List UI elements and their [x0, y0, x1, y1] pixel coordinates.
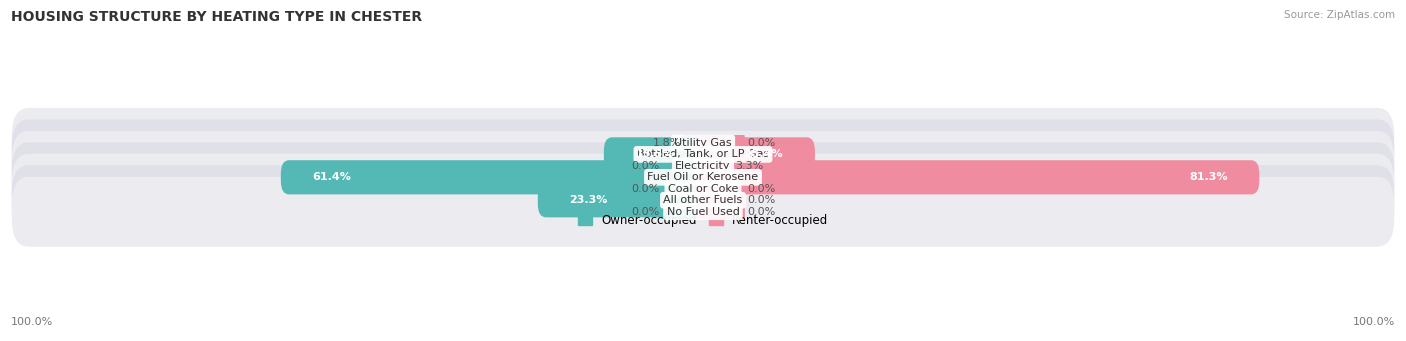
Text: 61.4%: 61.4% — [312, 172, 352, 182]
FancyBboxPatch shape — [695, 137, 815, 172]
Text: 0.0%: 0.0% — [747, 184, 775, 194]
FancyBboxPatch shape — [695, 160, 1260, 194]
FancyBboxPatch shape — [661, 195, 711, 229]
Text: 0.0%: 0.0% — [631, 207, 659, 217]
Text: Source: ZipAtlas.com: Source: ZipAtlas.com — [1284, 10, 1395, 20]
FancyBboxPatch shape — [695, 172, 745, 206]
Text: 0.0%: 0.0% — [747, 207, 775, 217]
FancyBboxPatch shape — [695, 195, 745, 229]
FancyBboxPatch shape — [11, 119, 1395, 189]
Legend: Owner-occupied, Renter-occupied: Owner-occupied, Renter-occupied — [572, 209, 834, 232]
FancyBboxPatch shape — [695, 183, 745, 217]
Text: No Fuel Used: No Fuel Used — [666, 207, 740, 217]
Text: 81.3%: 81.3% — [1189, 172, 1227, 182]
Text: 1.8%: 1.8% — [652, 138, 681, 148]
FancyBboxPatch shape — [661, 149, 711, 183]
FancyBboxPatch shape — [11, 165, 1395, 235]
FancyBboxPatch shape — [695, 149, 734, 183]
FancyBboxPatch shape — [11, 131, 1395, 201]
Text: 0.0%: 0.0% — [631, 184, 659, 194]
Text: 13.5%: 13.5% — [636, 149, 673, 159]
Text: 3.3%: 3.3% — [735, 161, 763, 171]
Text: Utility Gas: Utility Gas — [675, 138, 731, 148]
FancyBboxPatch shape — [695, 126, 745, 160]
FancyBboxPatch shape — [11, 177, 1395, 247]
Text: 0.0%: 0.0% — [747, 138, 775, 148]
Text: Bottled, Tank, or LP Gas: Bottled, Tank, or LP Gas — [637, 149, 769, 159]
FancyBboxPatch shape — [11, 108, 1395, 178]
FancyBboxPatch shape — [537, 183, 711, 217]
FancyBboxPatch shape — [603, 137, 711, 172]
Text: 0.0%: 0.0% — [631, 161, 659, 171]
Text: Fuel Oil or Kerosene: Fuel Oil or Kerosene — [647, 172, 759, 182]
Text: HOUSING STRUCTURE BY HEATING TYPE IN CHESTER: HOUSING STRUCTURE BY HEATING TYPE IN CHE… — [11, 10, 422, 24]
FancyBboxPatch shape — [11, 154, 1395, 224]
Text: Electricity: Electricity — [675, 161, 731, 171]
Text: 23.3%: 23.3% — [569, 195, 607, 205]
Text: 0.0%: 0.0% — [747, 195, 775, 205]
Text: All other Fuels: All other Fuels — [664, 195, 742, 205]
Text: 15.4%: 15.4% — [745, 149, 783, 159]
FancyBboxPatch shape — [661, 172, 711, 206]
FancyBboxPatch shape — [11, 142, 1395, 212]
FancyBboxPatch shape — [683, 126, 711, 160]
FancyBboxPatch shape — [281, 160, 711, 194]
Text: 100.0%: 100.0% — [11, 317, 53, 327]
Text: Coal or Coke: Coal or Coke — [668, 184, 738, 194]
Text: 100.0%: 100.0% — [1353, 317, 1395, 327]
